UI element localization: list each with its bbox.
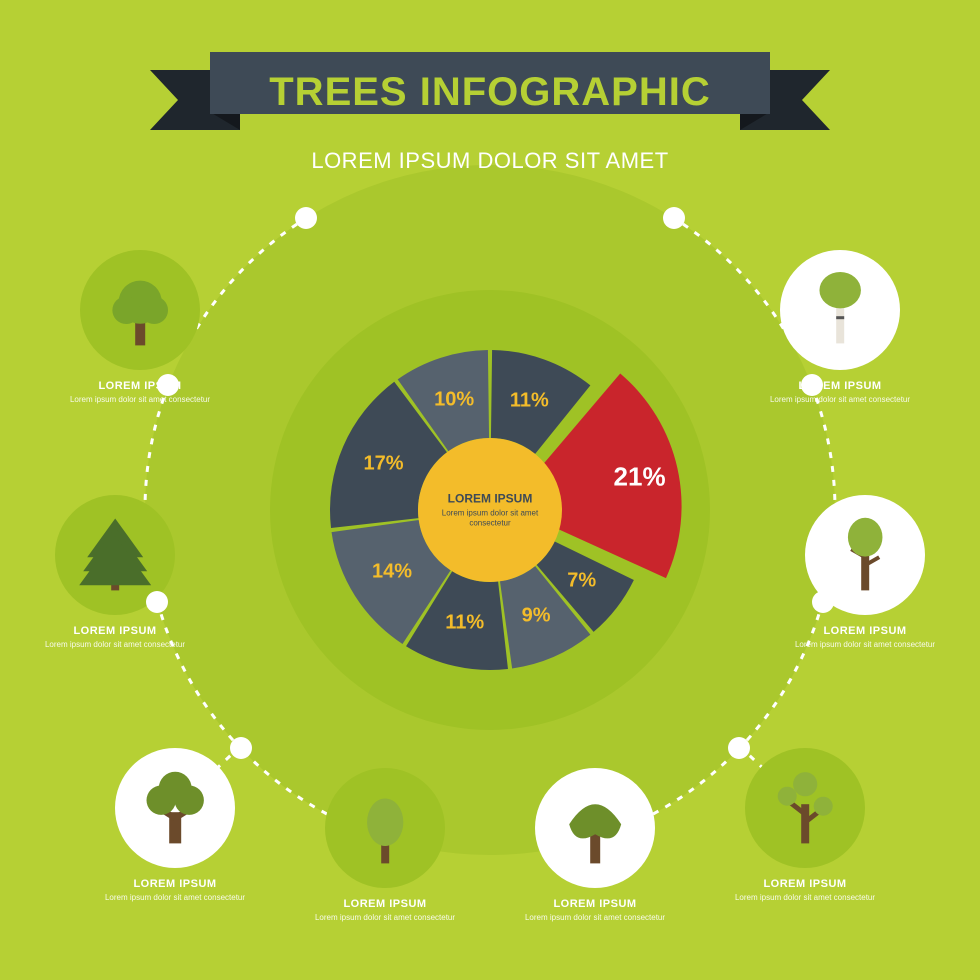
tree-circle <box>80 250 200 370</box>
tree-circle <box>115 748 235 868</box>
connector-dot <box>801 374 823 396</box>
connector-dot <box>230 737 252 759</box>
tree-circle <box>535 768 655 888</box>
tree-icon <box>342 785 428 871</box>
center-sub: Lorem ipsum dolor sit amet consectetur <box>430 509 550 528</box>
tree-node-title: LOREM IPSUM <box>343 898 426 910</box>
slice-label: 21% <box>614 461 666 492</box>
slice-label: 10% <box>434 388 474 411</box>
tree-node-title: LOREM IPSUM <box>73 625 156 637</box>
tree-node-title: LOREM IPSUM <box>763 878 846 890</box>
tree-node-title: LOREM IPSUM <box>823 625 906 637</box>
slice-label: 11% <box>445 612 484 635</box>
tree-3: LOREM IPSUM Lorem ipsum dolor sit amet c… <box>35 555 195 650</box>
connector-dot <box>728 737 750 759</box>
tree-8: LOREM IPSUM Lorem ipsum dolor sit amet c… <box>725 808 885 903</box>
tree-node-title: LOREM IPSUM <box>133 878 216 890</box>
tree-icon <box>762 765 848 851</box>
tree-node-sub: Lorem ipsum dolor sit amet consectetur <box>70 395 210 405</box>
donut-chart: LOREM IPSUM Lorem ipsum dolor sit amet c… <box>290 310 690 710</box>
chart-center-label: LOREM IPSUM Lorem ipsum dolor sit amet c… <box>430 492 550 529</box>
connector-dot <box>157 374 179 396</box>
main-title: TREES INFOGRAPHIC <box>269 70 710 115</box>
tree-node-sub: Lorem ipsum dolor sit amet consectetur <box>525 913 665 923</box>
tree-node-title: LOREM IPSUM <box>553 898 636 910</box>
tree-icon <box>797 267 883 353</box>
tree-5: LOREM IPSUM Lorem ipsum dolor sit amet c… <box>95 808 255 903</box>
tree-node-sub: Lorem ipsum dolor sit amet consectetur <box>770 395 910 405</box>
tree-icon <box>552 785 638 871</box>
tree-1: LOREM IPSUM Lorem ipsum dolor sit amet c… <box>60 310 220 405</box>
center-title: LOREM IPSUM <box>430 492 550 506</box>
tree-icon <box>132 765 218 851</box>
tree-node-sub: Lorem ipsum dolor sit amet consectetur <box>795 640 935 650</box>
tree-node-sub: Lorem ipsum dolor sit amet consectetur <box>45 640 185 650</box>
connector-dot <box>295 207 317 229</box>
infographic-canvas: TREES INFOGRAPHIC LOREM IPSUM DOLOR SIT … <box>0 0 980 980</box>
tree-6: LOREM IPSUM Lorem ipsum dolor sit amet c… <box>305 828 465 923</box>
tree-4: LOREM IPSUM Lorem ipsum dolor sit amet c… <box>785 555 945 650</box>
slice-label: 11% <box>510 389 549 412</box>
tree-circle <box>745 748 865 868</box>
tree-circle <box>325 768 445 888</box>
tree-icon <box>822 512 908 598</box>
slice-label: 7% <box>567 570 596 593</box>
subtitle: LOREM IPSUM DOLOR SIT AMET <box>0 148 980 174</box>
connector-dot <box>663 207 685 229</box>
tree-circle <box>780 250 900 370</box>
tree-node-sub: Lorem ipsum dolor sit amet consectetur <box>105 893 245 903</box>
title-ribbon: TREES INFOGRAPHIC <box>150 52 830 132</box>
tree-icon <box>72 512 158 598</box>
tree-2: LOREM IPSUM Lorem ipsum dolor sit amet c… <box>760 310 920 405</box>
slice-label: 9% <box>522 605 551 628</box>
slice-label: 17% <box>364 452 404 475</box>
connector-dot <box>146 591 168 613</box>
slice-label: 14% <box>372 561 412 584</box>
tree-node-sub: Lorem ipsum dolor sit amet consectetur <box>315 913 455 923</box>
tree-icon <box>97 267 183 353</box>
connector-dot <box>812 591 834 613</box>
tree-7: LOREM IPSUM Lorem ipsum dolor sit amet c… <box>515 828 675 923</box>
tree-node-sub: Lorem ipsum dolor sit amet consectetur <box>735 893 875 903</box>
